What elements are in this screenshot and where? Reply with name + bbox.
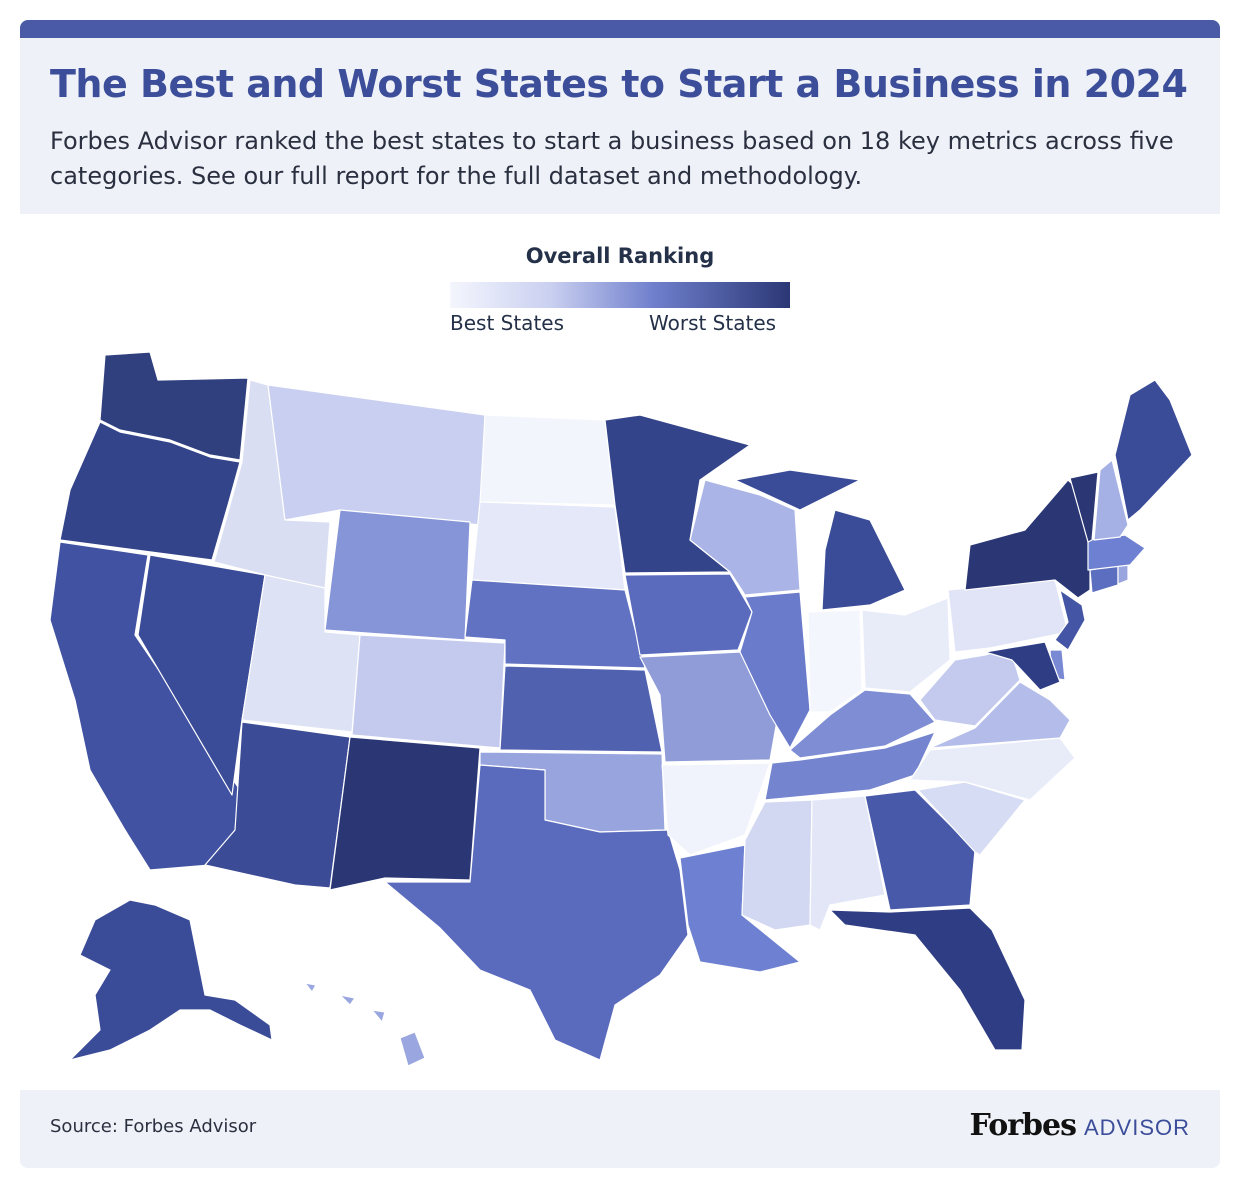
state-colorado[interactable] bbox=[351, 634, 506, 749]
header-accent-bar bbox=[20, 20, 1220, 40]
state-washington[interactable] bbox=[99, 351, 249, 461]
state-california[interactable] bbox=[49, 541, 241, 871]
state-new-jersey[interactable] bbox=[1054, 589, 1086, 651]
state-kentucky[interactable] bbox=[789, 689, 936, 759]
state-vermont[interactable] bbox=[1069, 471, 1099, 543]
state-new-mexico[interactable] bbox=[329, 736, 481, 891]
state-north-carolina[interactable] bbox=[909, 737, 1076, 801]
state-arkansas[interactable] bbox=[661, 762, 771, 856]
state-ohio[interactable] bbox=[861, 597, 951, 693]
state-hawaii[interactable] bbox=[304, 982, 426, 1067]
page-subtitle: Forbes Advisor ranked the best states to… bbox=[50, 127, 1174, 190]
state-south-dakota[interactable] bbox=[471, 501, 626, 591]
state-iowa[interactable] bbox=[624, 573, 753, 656]
state-florida[interactable] bbox=[829, 907, 1026, 1051]
forbes-advisor-logo: Forbes ADVISOR bbox=[970, 1108, 1190, 1143]
state-south-carolina[interactable] bbox=[917, 781, 1026, 856]
state-georgia[interactable] bbox=[864, 789, 976, 911]
legend-title: Overall Ranking bbox=[525, 244, 715, 268]
state-rhode-island[interactable] bbox=[1117, 564, 1129, 585]
state-indiana[interactable] bbox=[807, 609, 863, 713]
state-wyoming[interactable] bbox=[324, 509, 471, 641]
state-nevada[interactable] bbox=[137, 554, 266, 796]
state-oregon[interactable] bbox=[59, 421, 241, 561]
state-maine[interactable] bbox=[1114, 379, 1193, 521]
state-mississippi[interactable] bbox=[741, 799, 813, 931]
header-panel: The Best and Worst States to Start a Bus… bbox=[20, 38, 1220, 214]
brand-main-text: Forbes bbox=[969, 1108, 1077, 1143]
brand-sub-text: ADVISOR bbox=[1083, 1115, 1190, 1140]
state-alaska[interactable] bbox=[69, 899, 273, 1061]
state-texas[interactable] bbox=[384, 764, 689, 1061]
page-title: The Best and Worst States to Start a Bus… bbox=[50, 62, 1188, 106]
legend-best-label: Best States bbox=[450, 311, 565, 335]
state-wisconsin[interactable] bbox=[689, 479, 801, 596]
source-note: Source: Forbes Advisor bbox=[50, 1116, 257, 1137]
state-new-hampshire[interactable] bbox=[1093, 459, 1129, 541]
state-maryland[interactable] bbox=[984, 641, 1061, 691]
state-nebraska[interactable] bbox=[464, 579, 646, 669]
footer-panel: Source: Forbes Advisor Forbes ADVISOR bbox=[20, 1090, 1220, 1168]
legend-worst-label: Worst States bbox=[649, 311, 777, 335]
state-kansas[interactable] bbox=[499, 665, 663, 753]
legend-gradient-bar bbox=[450, 282, 790, 308]
state-pennsylvania[interactable] bbox=[947, 579, 1069, 653]
state-north-dakota[interactable] bbox=[479, 414, 616, 506]
state-michigan[interactable] bbox=[734, 469, 906, 611]
state-illinois[interactable] bbox=[739, 591, 811, 749]
state-montana[interactable] bbox=[267, 384, 486, 526]
state-tennessee[interactable] bbox=[764, 731, 936, 801]
state-new-york[interactable] bbox=[964, 479, 1091, 599]
state-virginia[interactable] bbox=[929, 681, 1071, 749]
